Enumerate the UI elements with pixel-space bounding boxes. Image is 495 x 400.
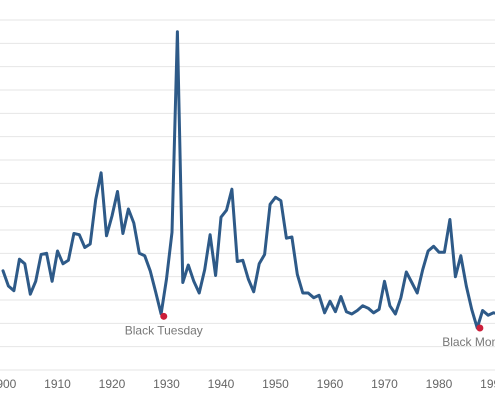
series-lines: [1, 30, 495, 330]
annotation-marker: [476, 324, 484, 332]
y-gridlines: [0, 19, 495, 371]
annotation-label: Black Monday: [442, 335, 495, 349]
series-line: [1, 30, 495, 330]
x-tick-label: 1970: [371, 377, 398, 391]
x-tick-label: 1900: [0, 377, 17, 391]
x-tick-label: 1920: [99, 377, 126, 391]
annotation-label: Black Tuesday: [125, 323, 203, 337]
annotation-marker: [160, 312, 168, 320]
x-tick-label: 1940: [208, 377, 235, 391]
x-tick-label: 1910: [44, 377, 71, 391]
x-tick-label: 1930: [153, 377, 180, 391]
x-tick-label: 1980: [426, 377, 453, 391]
x-tick-label: 1950: [262, 377, 289, 391]
x-axis-tick-labels: 1900 1910 1920 1930 1940 1950 1960 1970 1980 1990: [0, 377, 495, 391]
x-tick-label: 1990: [480, 377, 495, 391]
annotations: Black Tuesday Black Monday: [125, 312, 495, 349]
x-tick-label: 1960: [317, 377, 344, 391]
